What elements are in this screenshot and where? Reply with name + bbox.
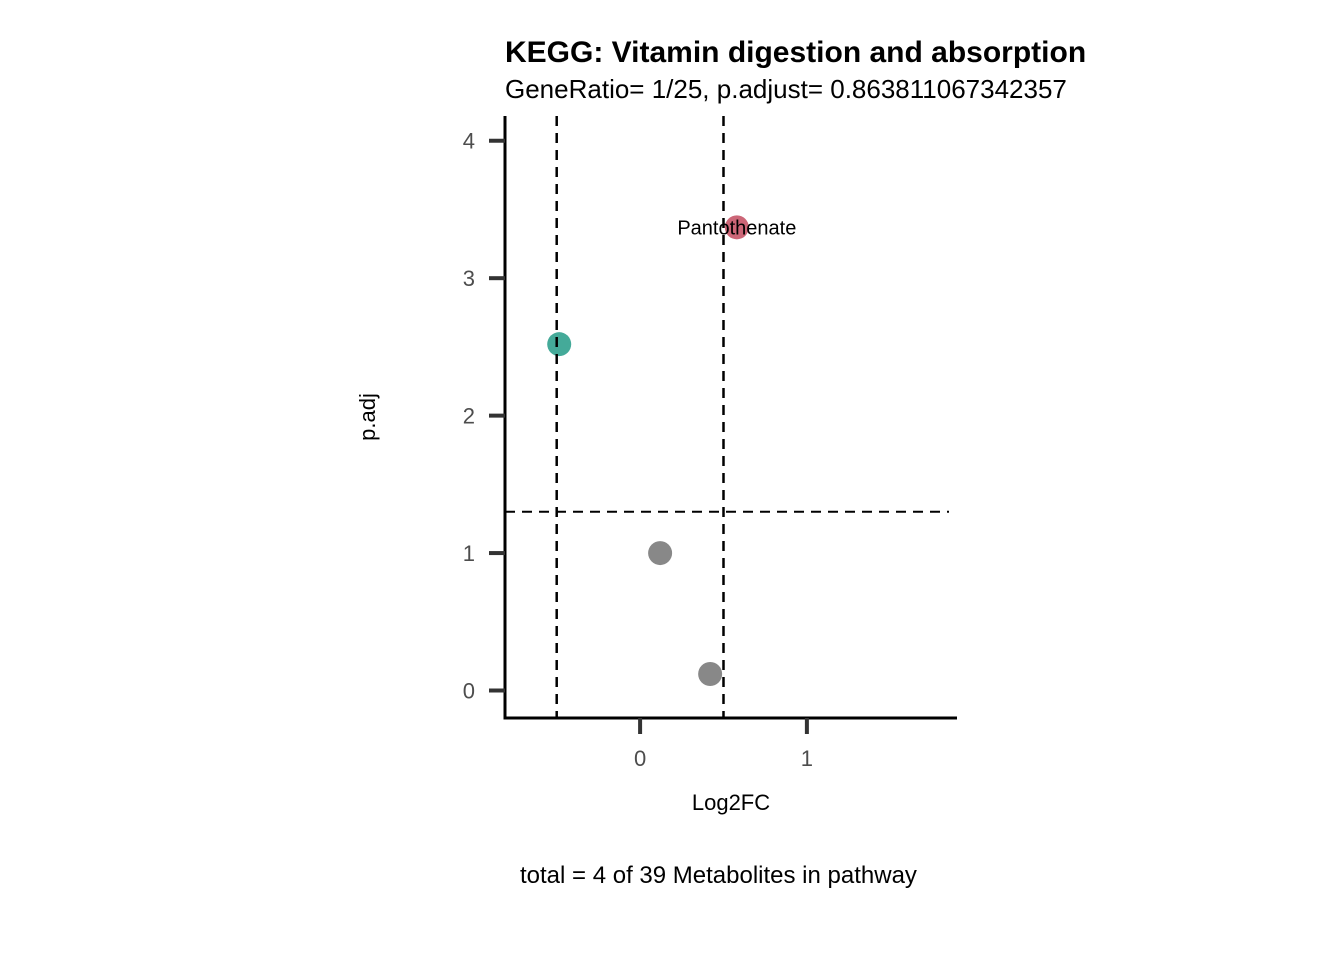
y-tick-label: 0 xyxy=(463,679,475,704)
y-tick-label: 2 xyxy=(463,404,475,429)
chart-subtitle: GeneRatio= 1/25, p.adjust= 0.86381106734… xyxy=(505,74,1067,104)
data-point xyxy=(698,662,723,687)
data-point xyxy=(724,215,749,240)
points-layer xyxy=(547,215,749,687)
point-label: Pantothenate xyxy=(677,217,796,239)
chart-caption: total = 4 of 39 Metabolites in pathway xyxy=(520,862,917,889)
x-tick-label: 1 xyxy=(801,746,813,771)
x-tick-label: 0 xyxy=(634,746,646,771)
data-point xyxy=(547,332,572,357)
x-axis-title: Log2FC xyxy=(692,790,770,815)
axes: 0 1 2 3 4 0 1 xyxy=(463,116,957,771)
y-tick-label: 1 xyxy=(463,541,475,566)
y-tick-label: 3 xyxy=(463,266,475,291)
data-point xyxy=(648,541,673,566)
point-labels: Pantothenate xyxy=(677,217,796,239)
reference-lines xyxy=(505,116,949,718)
y-tick-label: 4 xyxy=(463,129,475,154)
chart-title: KEGG: Vitamin digestion and absorption xyxy=(505,36,1086,69)
y-axis-title: p.adj xyxy=(355,393,380,441)
